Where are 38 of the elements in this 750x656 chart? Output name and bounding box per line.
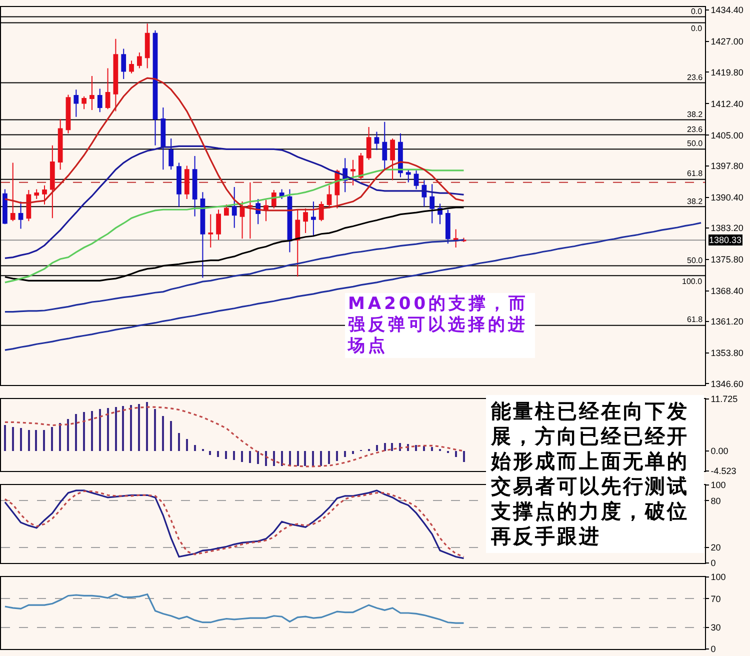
- y-tick-label: 80: [710, 496, 721, 506]
- y-tick-label: 0: [710, 644, 716, 654]
- ref-line-label: 1380.33: [709, 235, 742, 245]
- y-tick-label: 20: [710, 542, 721, 553]
- y-tick-label: 1375.80: [710, 254, 744, 265]
- y-tick-label: 1383.20: [710, 223, 744, 234]
- y-tick-label: 1419.80: [710, 67, 744, 78]
- annotation: MA200的支撑，而强反弹可以选择的进场点: [345, 293, 535, 358]
- y-tick-label: -4.523: [710, 466, 736, 476]
- y-tick-label: 1397.80: [710, 160, 744, 171]
- y-tick-label: 1412.40: [710, 98, 744, 109]
- y-tick-label: 1353.80: [710, 348, 744, 358]
- annotation: 100.0: [682, 277, 703, 286]
- annotation: 38.2: [687, 197, 704, 206]
- y-tick-label: 1434.40: [710, 5, 744, 16]
- y-tick-label: 30: [710, 622, 721, 633]
- annotation: 38.2: [687, 110, 704, 119]
- annotation: 0.0: [691, 24, 703, 33]
- y-tick-label: 100: [710, 480, 726, 490]
- text: 能量柱已经在向下发展，方向已经已经开始形成而上面无单的交易者可以先行测试支撑点的力度，破位再反手跟进: [486, 395, 704, 553]
- y-tick-label: 0.00: [710, 446, 728, 456]
- annotation: 61.8: [687, 315, 704, 324]
- annotation: 23.6: [687, 73, 704, 82]
- y-tick-label: 70: [710, 594, 721, 604]
- y-tick-label: 1405.00: [710, 130, 744, 140]
- y-tick-label: 1361.20: [710, 316, 744, 327]
- annotation: 50.0: [687, 139, 704, 148]
- annotation: 0.0: [691, 7, 703, 16]
- y-tick-label: 11.725: [710, 394, 738, 404]
- y-tick-label: 1368.40: [710, 286, 744, 296]
- y-tick-label: 0: [710, 558, 716, 568]
- y-tick-label: 1390.40: [710, 192, 744, 202]
- y-tick-label: 1346.60: [710, 378, 744, 389]
- annotation: 61.8: [687, 169, 704, 178]
- y-tick-label: 100: [710, 572, 726, 582]
- annotation: 23.6: [687, 125, 704, 134]
- annotation: 50.0: [687, 256, 704, 265]
- y-tick-label: 1427.00: [710, 36, 744, 47]
